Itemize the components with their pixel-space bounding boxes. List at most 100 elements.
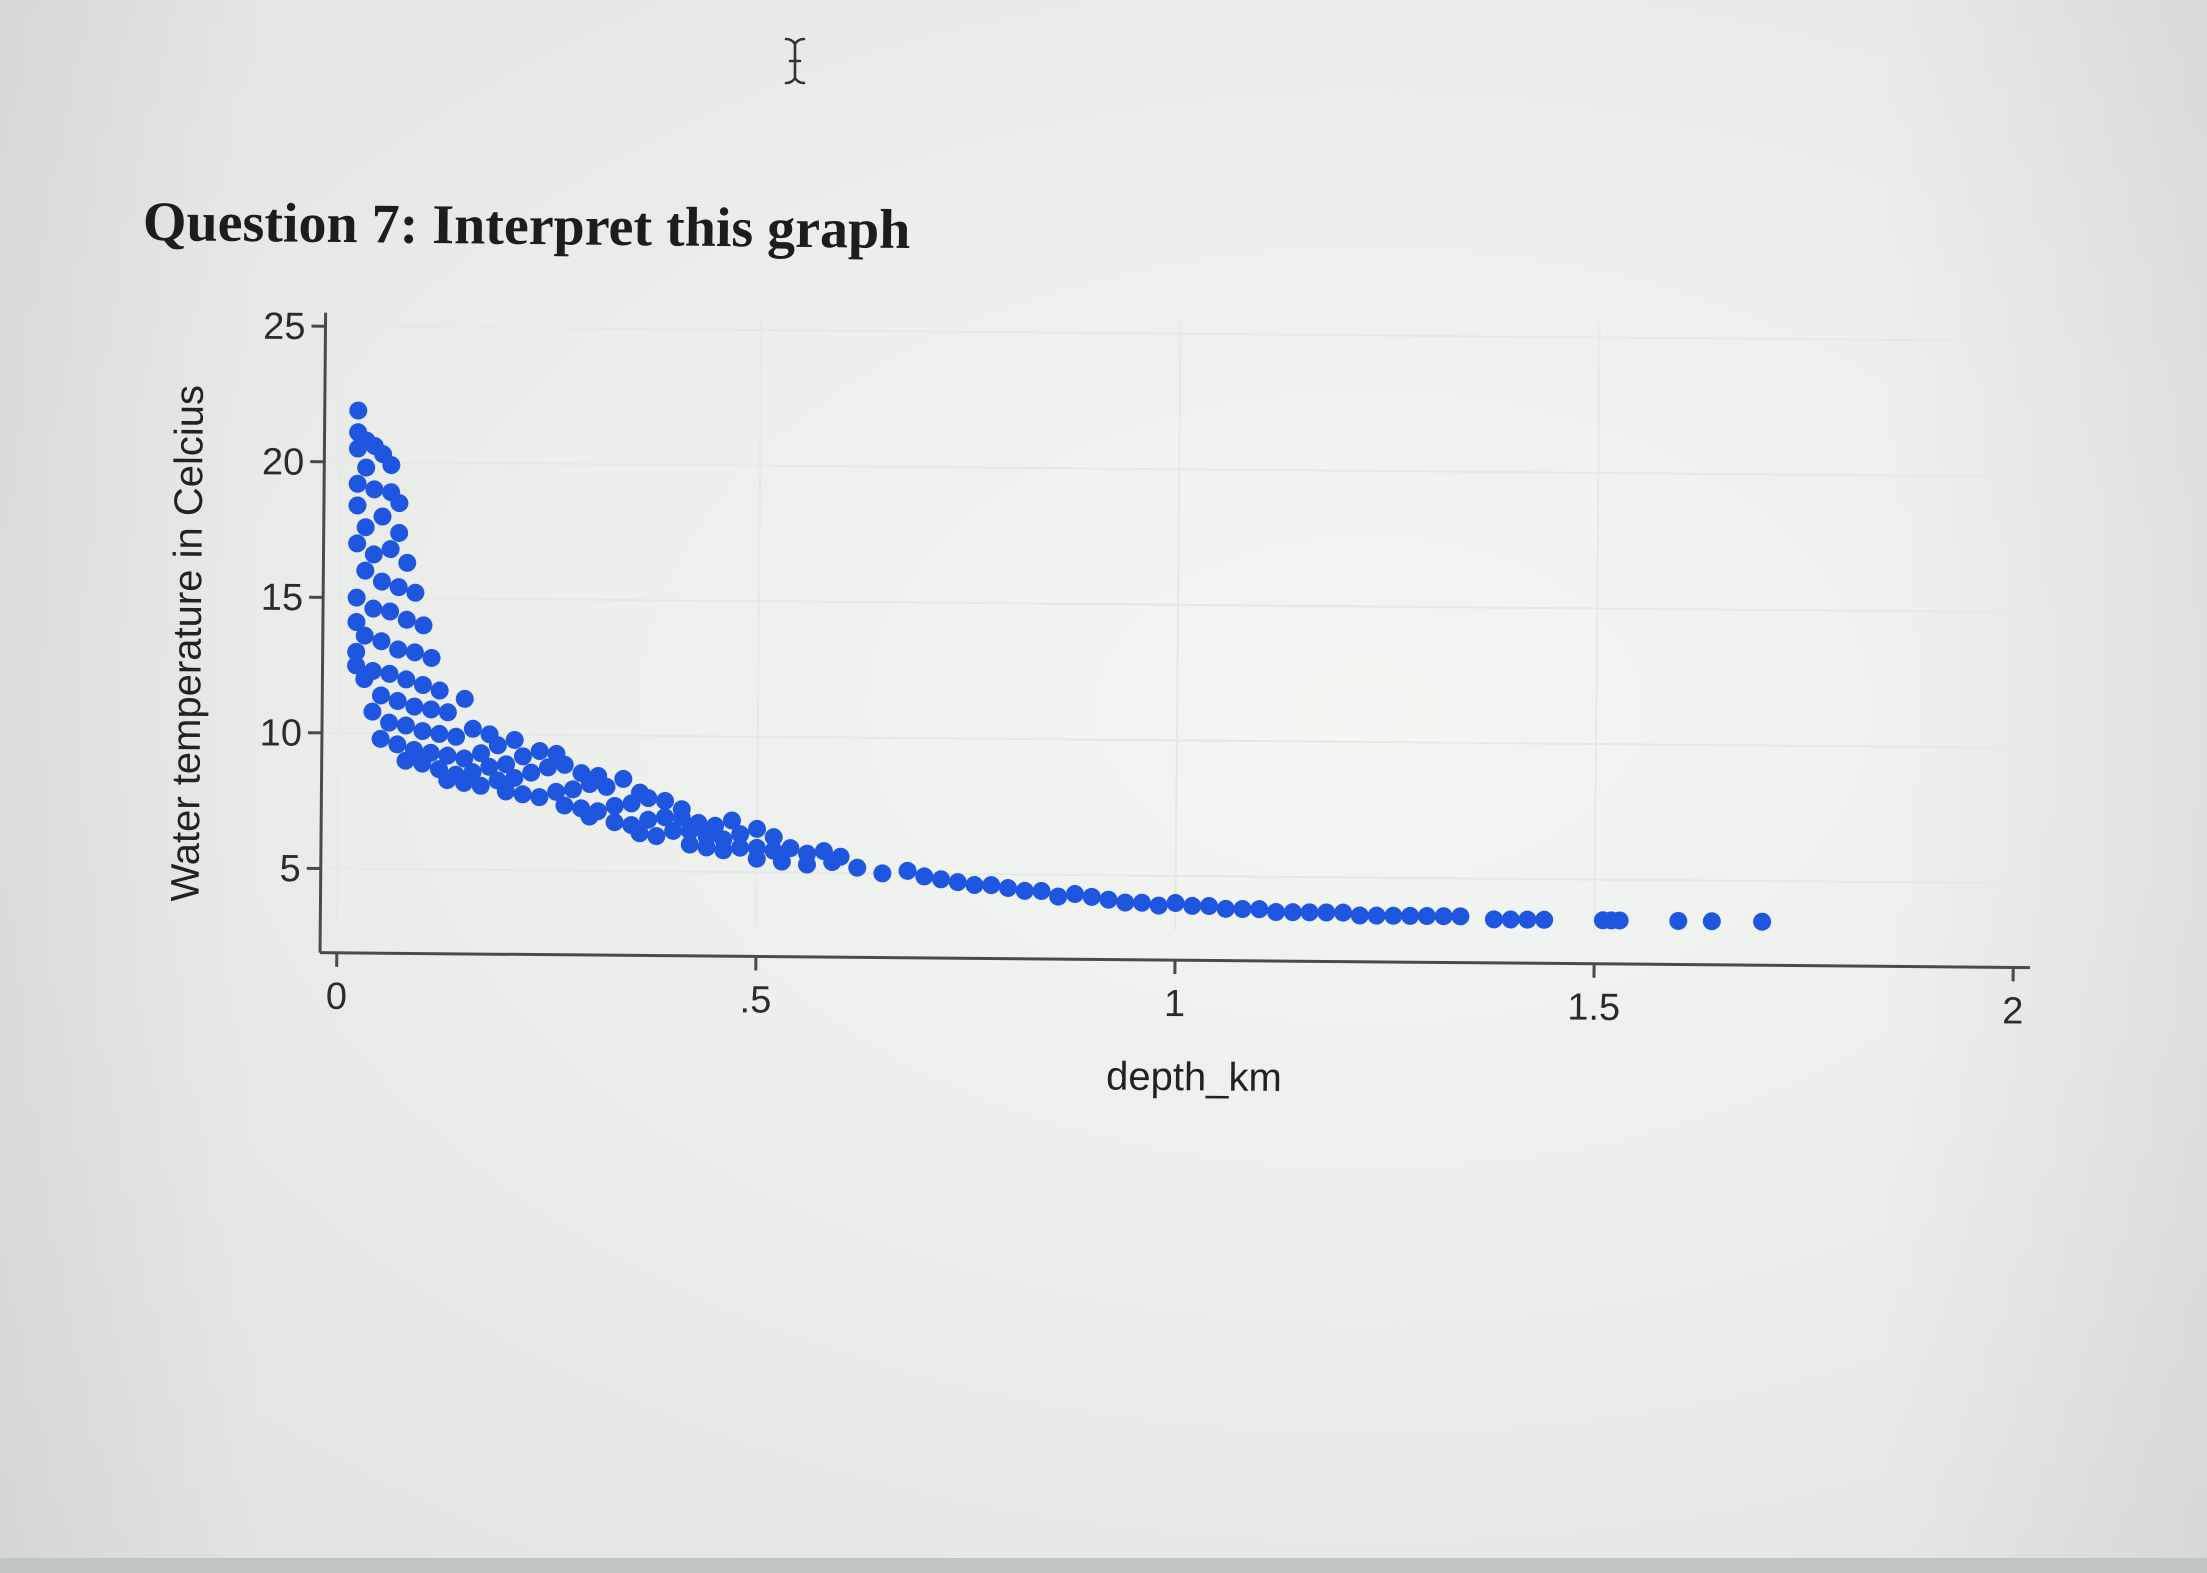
y-tick-label-1: 10 <box>259 712 302 754</box>
data-point-0-89 <box>547 782 566 801</box>
data-point-0-22 <box>389 578 408 597</box>
data-point-0-95 <box>555 796 574 815</box>
data-point-0-83 <box>555 755 574 774</box>
data-point-0-138 <box>915 867 934 886</box>
chart-canvas: 5 10 15 20 25 0 .5 1 1.5 2 depth_km Water tempera… <box>163 311 2036 1101</box>
data-point-0-132 <box>772 852 791 871</box>
data-point-0-66 <box>396 751 415 770</box>
data-point-0-114 <box>664 821 683 840</box>
data-point-0-145 <box>1032 882 1051 901</box>
data-point-0-156 <box>1216 899 1235 918</box>
data-point-0-170 <box>1451 907 1470 926</box>
data-point-0-36 <box>347 656 366 675</box>
data-point-0-151 <box>1132 893 1151 912</box>
data-point-0-40 <box>413 675 432 694</box>
data-point-0-17 <box>364 545 383 564</box>
data-point-0-44 <box>388 692 407 711</box>
data-point-0-88 <box>530 788 549 807</box>
data-point-0-98 <box>605 796 624 815</box>
data-point-0-23 <box>406 583 425 602</box>
data-point-0-123 <box>714 841 733 860</box>
data-point-0-121 <box>680 835 699 854</box>
y-axis-line <box>318 311 328 953</box>
data-point-0-91 <box>580 775 599 794</box>
data-point-0-177 <box>1610 911 1629 930</box>
data-point-0-81 <box>522 763 541 782</box>
text-cursor-icon <box>784 37 806 85</box>
data-point-0-112 <box>630 824 649 843</box>
data-point-0-165 <box>1367 906 1386 925</box>
data-point-0-174 <box>1535 910 1554 929</box>
data-point-0-146 <box>1049 887 1068 906</box>
data-point-0-54 <box>447 727 466 746</box>
x-grid-line-3 <box>1593 323 1601 934</box>
data-point-0-26 <box>381 602 400 621</box>
data-point-0-3 <box>348 439 367 458</box>
data-point-0-74 <box>530 742 549 761</box>
data-point-0-108 <box>672 808 691 827</box>
x-tick-label-3: 1.5 <box>1567 987 1620 1029</box>
data-point-0-136 <box>873 864 892 883</box>
data-point-0-65 <box>505 731 524 750</box>
data-point-0-49 <box>363 702 382 721</box>
data-point-0-139 <box>931 870 950 889</box>
grid-lines <box>320 312 2036 938</box>
data-point-0-106 <box>639 810 658 829</box>
data-point-0-166 <box>1384 906 1403 925</box>
data-point-0-8 <box>348 474 367 493</box>
data-point-0-140 <box>948 873 967 892</box>
data-point-0-33 <box>405 643 424 662</box>
data-point-0-103 <box>580 807 599 826</box>
data-point-0-149 <box>1099 890 1118 909</box>
data-point-0-179 <box>1702 912 1721 931</box>
data-point-0-131 <box>747 849 766 868</box>
data-point-0-111 <box>722 811 741 830</box>
screen-bezel-edge <box>0 1558 2207 1573</box>
data-point-0-118 <box>731 825 750 844</box>
data-point-0-46 <box>422 700 441 719</box>
data-point-0-169 <box>1434 907 1453 926</box>
data-point-0-21 <box>372 572 391 591</box>
data-point-0-72 <box>497 755 516 774</box>
data-point-0-148 <box>1082 887 1101 906</box>
data-point-0-18 <box>381 540 400 559</box>
data-point-0-27 <box>397 610 416 629</box>
tick-labels: 5 10 15 20 25 0 .5 1 1.5 2 <box>259 311 2023 1032</box>
data-point-0-76 <box>438 771 457 790</box>
data-points <box>347 401 1772 931</box>
data-point-0-120 <box>764 828 783 847</box>
data-point-0-122 <box>697 838 716 857</box>
x-tick-label-1: .5 <box>739 979 771 1021</box>
data-point-0-77 <box>455 773 474 792</box>
data-point-0-29 <box>347 613 366 632</box>
data-point-0-143 <box>998 879 1017 898</box>
data-point-0-127 <box>781 839 800 858</box>
data-point-0-107 <box>655 808 674 827</box>
data-point-0-155 <box>1200 897 1219 916</box>
data-point-0-71 <box>480 757 499 776</box>
x-axis-title: depth_km <box>1106 1055 1282 1101</box>
data-point-0-137 <box>898 861 917 880</box>
data-point-0-78 <box>471 776 490 795</box>
data-point-0-150 <box>1116 893 1135 912</box>
data-point-0-180 <box>1753 912 1772 931</box>
data-point-0-58 <box>388 735 407 754</box>
data-point-0-30 <box>355 626 374 645</box>
data-point-0-20 <box>356 561 375 580</box>
y-tick-label-0: 5 <box>279 848 301 890</box>
data-point-0-153 <box>1166 894 1185 913</box>
data-point-0-161 <box>1300 903 1319 922</box>
data-point-0-142 <box>982 876 1001 895</box>
data-point-0-51 <box>396 716 415 735</box>
data-point-0-99 <box>622 794 641 813</box>
data-point-0-64 <box>488 736 507 755</box>
data-point-0-67 <box>413 754 432 773</box>
data-point-0-57 <box>371 729 390 748</box>
x-grid-line-0 <box>336 312 344 923</box>
data-point-0-28 <box>414 616 433 635</box>
data-point-0-34 <box>422 648 441 667</box>
data-point-0-115 <box>680 822 699 841</box>
data-point-0-12 <box>348 496 367 515</box>
data-point-0-48 <box>455 689 474 708</box>
data-point-0-14 <box>356 518 375 537</box>
